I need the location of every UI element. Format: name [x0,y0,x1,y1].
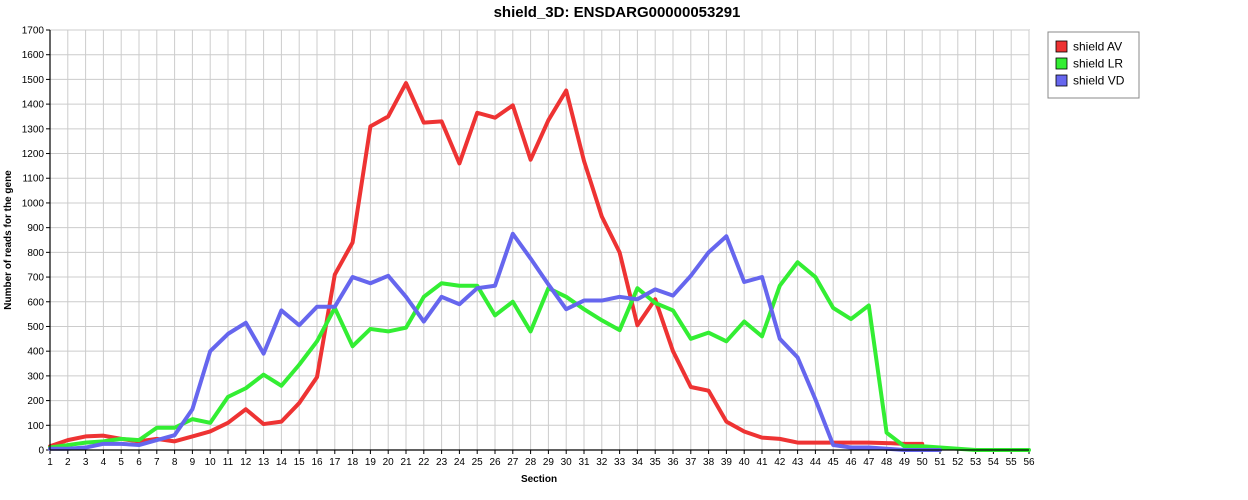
x-tick-label: 53 [970,457,982,468]
x-tick-label: 41 [756,457,768,468]
x-tick-label: 50 [917,457,929,468]
x-tick-label: 45 [828,457,840,468]
x-tick-label: 44 [810,457,822,468]
x-tick-label: 48 [881,457,893,468]
y-tick-label: 800 [27,248,44,259]
y-tick-label: 1300 [22,124,45,135]
y-tick-label: 900 [27,223,44,234]
y-tick-label: 300 [27,371,44,382]
x-tick-label: 43 [792,457,804,468]
x-tick-label: 29 [543,457,555,468]
x-tick-label: 36 [667,457,679,468]
y-tick-label: 400 [27,347,44,358]
x-tick-label: 38 [703,457,715,468]
x-tick-label: 17 [329,457,341,468]
x-tick-label: 30 [561,457,573,468]
y-tick-label: 600 [27,297,44,308]
x-tick-label: 2 [65,457,71,468]
x-tick-label: 54 [988,457,1000,468]
y-tick-label: 1700 [22,26,45,37]
x-tick-label: 19 [365,457,377,468]
x-axis-label: Section [521,474,557,485]
x-tick-label: 11 [223,457,234,468]
x-tick-label: 13 [258,457,270,468]
x-tick-label: 16 [311,457,323,468]
legend-swatch [1055,40,1068,53]
x-tick-label: 39 [721,457,733,468]
x-tick-label: 42 [774,457,786,468]
x-tick-label: 12 [240,457,252,468]
x-tick-label: 27 [507,457,519,468]
series-line-shield-vd [48,231,942,452]
x-tick-label: 10 [205,457,217,468]
legend: shield AV shield LR shield VD [1047,31,1140,99]
series-line-shield-av [48,81,925,449]
y-tick-label: 0 [38,446,44,457]
y-tick-label: 1000 [22,198,45,209]
x-tick-label: 40 [739,457,751,468]
x-tick-label: 28 [525,457,537,468]
series-line-shield-lr [48,260,1031,452]
x-tick-label: 35 [650,457,662,468]
y-tick-label: 200 [27,396,44,407]
y-axis-label: Number of reads for the gene [3,170,14,310]
x-tick-label: 22 [418,457,430,468]
x-tick-label: 7 [154,457,160,468]
x-tick-label: 37 [685,457,697,468]
y-tick-label: 1500 [22,75,45,86]
legend-label: shield VD [1073,74,1125,88]
x-tick-label: 21 [400,457,412,468]
x-tick-label: 51 [934,457,946,468]
y-tick-label: 500 [27,322,44,333]
x-tick-label: 24 [454,457,466,468]
y-tick-label: 1400 [22,100,45,111]
x-tick-label: 1 [47,457,53,468]
legend-swatch [1055,57,1068,70]
x-tick-label: 18 [347,457,359,468]
x-tick-label: 34 [632,457,644,468]
x-tick-label: 46 [845,457,857,468]
x-tick-label: 33 [614,457,626,468]
y-tick-label: 100 [27,421,44,432]
y-axis-ticks: 0 100 200 300 400 500 600 700 800 900 1000 1100 1200… [22,26,50,457]
x-tick-label: 32 [596,457,608,468]
x-tick-label: 5 [118,457,124,468]
plot-area [49,29,1030,451]
x-tick-label: 25 [472,457,484,468]
y-tick-label: 1200 [22,149,45,160]
legend-swatch [1055,74,1068,87]
x-tick-label: 9 [190,457,196,468]
x-tick-label: 6 [136,457,142,468]
x-axis-ticks: 1 2 3 4 5 6 7 8 9 10 11 12 13 14 15 16 17 18 19 20 21 22 23 24 2… [47,450,1035,468]
x-tick-label: 26 [489,457,501,468]
x-tick-label: 23 [436,457,448,468]
x-tick-label: 55 [1006,457,1018,468]
series-group [48,81,1031,452]
x-tick-label: 49 [899,457,911,468]
x-tick-label: 15 [294,457,306,468]
y-tick-label: 1100 [22,174,44,185]
legend-label: shield LR [1073,57,1123,71]
x-tick-label: 3 [83,457,89,468]
x-tick-label: 8 [172,457,178,468]
x-tick-label: 47 [863,457,875,468]
legend-label: shield AV [1073,40,1122,54]
chart-title: shield_3D: ENSDARG00000053291 [494,4,741,21]
x-tick-label: 14 [276,457,288,468]
x-tick-label: 20 [383,457,395,468]
x-tick-label: 56 [1023,457,1035,468]
x-tick-label: 4 [101,457,107,468]
x-tick-label: 31 [578,457,590,468]
x-tick-label: 52 [952,457,964,468]
y-tick-label: 1600 [22,50,45,61]
y-tick-label: 700 [27,273,44,284]
